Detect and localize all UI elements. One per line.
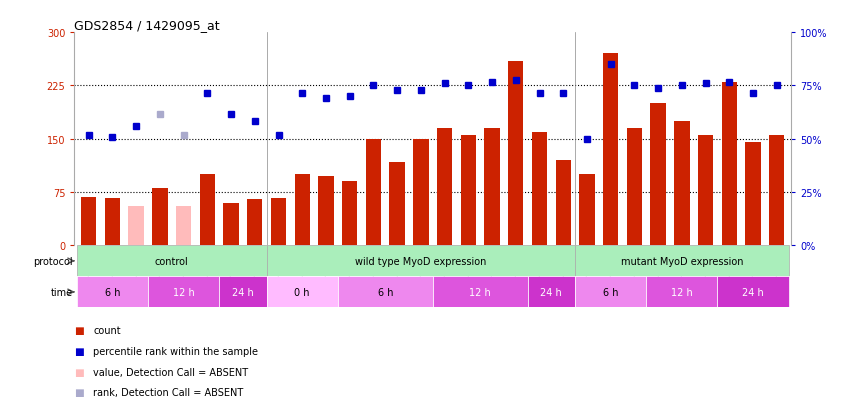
Bar	[200, 175, 215, 246]
Bar	[528, 277, 575, 308]
Text: ■: ■	[74, 325, 85, 335]
Text: ■: ■	[74, 367, 85, 377]
Bar	[148, 277, 219, 308]
Text: 12 h: 12 h	[470, 287, 491, 297]
Text: mutant MyoD expression: mutant MyoD expression	[621, 256, 743, 266]
Bar	[247, 199, 262, 246]
Text: GDS2854 / 1429095_at: GDS2854 / 1429095_at	[74, 19, 220, 32]
Bar	[432, 277, 528, 308]
Text: percentile rank within the sample: percentile rank within the sample	[93, 346, 258, 356]
Bar	[152, 189, 168, 246]
Bar	[508, 62, 524, 246]
Bar	[674, 122, 689, 246]
Bar	[698, 136, 713, 246]
Bar	[223, 203, 239, 246]
Bar	[769, 136, 784, 246]
Bar	[176, 207, 191, 246]
Bar	[342, 182, 357, 246]
Bar	[556, 161, 571, 246]
Bar	[575, 246, 788, 277]
Bar	[129, 207, 144, 246]
Bar	[722, 83, 737, 246]
Text: protocol: protocol	[33, 256, 73, 266]
Text: 6 h: 6 h	[377, 287, 393, 297]
Text: 0 h: 0 h	[294, 287, 310, 297]
Bar	[266, 246, 575, 277]
Bar	[389, 163, 405, 246]
Text: 24 h: 24 h	[232, 287, 254, 297]
Text: 6 h: 6 h	[105, 287, 120, 297]
Bar	[266, 277, 338, 308]
Bar	[294, 175, 310, 246]
Text: time: time	[51, 287, 73, 297]
Text: control: control	[155, 256, 189, 266]
Text: 24 h: 24 h	[742, 287, 764, 297]
Bar	[318, 176, 333, 246]
Bar	[575, 277, 646, 308]
Bar	[745, 143, 761, 246]
Bar	[485, 129, 500, 246]
Bar	[413, 140, 429, 246]
Bar	[532, 132, 547, 246]
Bar	[646, 277, 717, 308]
Bar	[74, 33, 791, 246]
Bar	[271, 198, 286, 246]
Text: ■: ■	[74, 387, 85, 397]
Bar	[580, 175, 595, 246]
Text: count: count	[93, 325, 121, 335]
Bar	[627, 129, 642, 246]
Text: 6 h: 6 h	[603, 287, 618, 297]
Bar	[338, 277, 432, 308]
Text: 12 h: 12 h	[173, 287, 195, 297]
Bar	[603, 54, 618, 246]
Bar	[105, 198, 120, 246]
Bar	[437, 129, 453, 246]
Text: ■: ■	[74, 346, 85, 356]
Bar	[81, 197, 96, 246]
Bar	[365, 140, 381, 246]
Bar	[651, 104, 666, 246]
Text: value, Detection Call = ABSENT: value, Detection Call = ABSENT	[93, 367, 248, 377]
Text: wild type MyoD expression: wild type MyoD expression	[355, 256, 486, 266]
Text: 12 h: 12 h	[671, 287, 693, 297]
Bar	[460, 136, 476, 246]
Text: 24 h: 24 h	[541, 287, 563, 297]
Bar	[717, 277, 788, 308]
Bar	[219, 277, 266, 308]
Bar	[77, 246, 266, 277]
Text: rank, Detection Call = ABSENT: rank, Detection Call = ABSENT	[93, 387, 244, 397]
Bar	[77, 277, 148, 308]
